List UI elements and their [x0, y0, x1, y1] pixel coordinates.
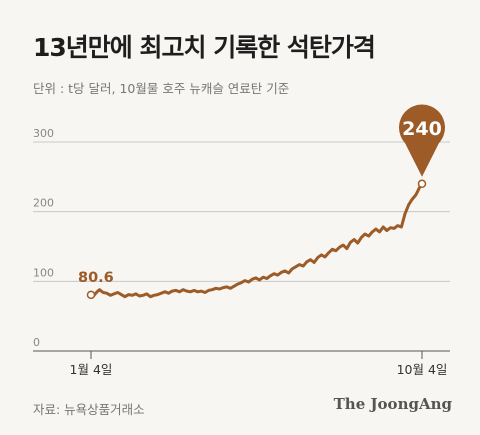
brand-logo: The JoongAng [333, 395, 452, 413]
end-point-marker [417, 179, 427, 189]
x-tick-label-1: 1월 4일 [70, 362, 113, 377]
start-value-label: 80.6 [78, 270, 114, 286]
unit-note: 단위 : t당 달러, 10월물 호주 뉴캐슬 연료탄 기준 [33, 81, 290, 96]
y-tick-label-100: 100 [33, 266, 54, 279]
y-tick-label-0: 0 [33, 336, 40, 349]
coal-price-line [89, 182, 424, 299]
y-tick-label-300: 300 [33, 127, 54, 140]
peak-pin-marker [399, 104, 445, 177]
x-tick-label-2: 10월 4일 [397, 362, 448, 377]
chart-title: 13년만에 최고치 기록한 석탄가격 [33, 33, 376, 62]
source-note: 자료: 뉴욕상품거래소 [33, 402, 145, 417]
peak-value-label: 240 [402, 118, 442, 140]
y-tick-label-200: 200 [33, 197, 54, 210]
start-point-marker [86, 290, 96, 300]
